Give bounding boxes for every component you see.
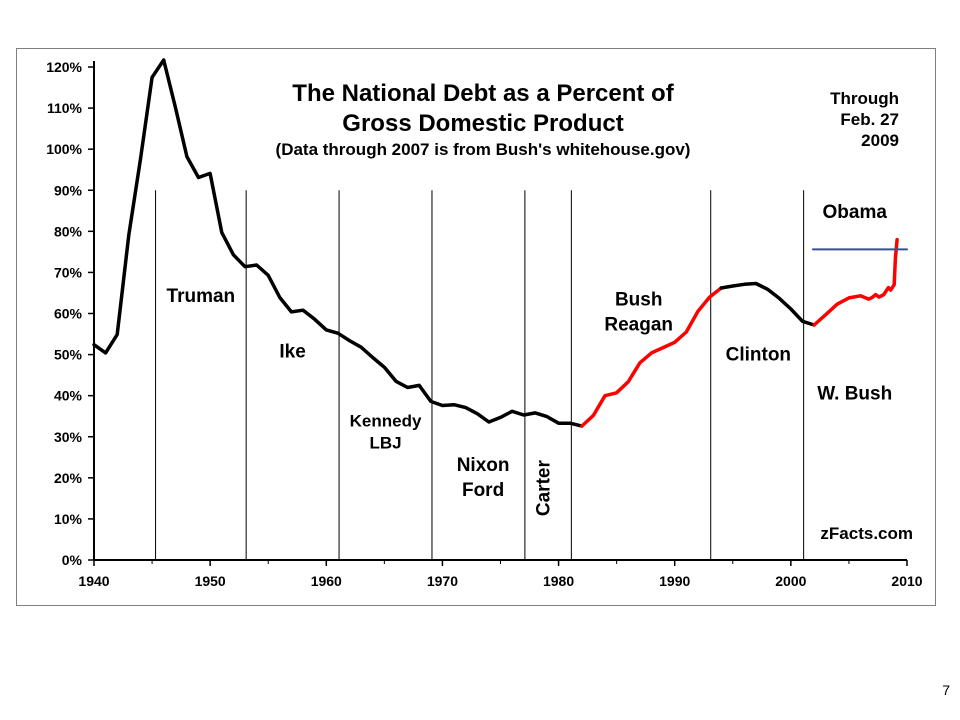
x-tick-label: 1960	[311, 573, 342, 589]
x-tick-label: 1990	[659, 573, 690, 589]
debt-series-line	[92, 58, 584, 428]
era-label: Clinton	[726, 344, 791, 365]
through-note: Feb. 27	[840, 110, 899, 129]
credit-label: zFacts.com	[820, 524, 913, 543]
x-tick-label: 2010	[891, 573, 922, 589]
era-label: Obama	[823, 202, 888, 223]
y-tick-label: 20%	[54, 470, 83, 486]
chart-frame: 0% 10% 20% 30% 40% 50% 60% 70% 80% 90% 100% 110% 120…	[16, 48, 936, 606]
x-tick-label: 1980	[543, 573, 574, 589]
y-tick-label: 100%	[46, 141, 82, 157]
era-label: Bush	[615, 289, 663, 310]
y-tick-label: 50%	[54, 347, 83, 363]
y-tick-label: 90%	[54, 182, 83, 198]
through-note: Through	[830, 89, 899, 108]
y-tick-label: 70%	[54, 264, 83, 280]
era-label: Ike	[279, 341, 305, 362]
debt-series-line	[812, 237, 899, 327]
chart-title: The National Debt as a Percent of	[292, 80, 674, 107]
era-label: Reagan	[604, 314, 673, 335]
y-tick-label: 110%	[47, 100, 83, 116]
debt-series-line	[580, 286, 723, 428]
x-tick-label: 1950	[195, 573, 226, 589]
chart-subtitle: (Data through 2007 is from Bush's whiteh…	[276, 140, 691, 159]
y-tick-label: 120%	[46, 59, 82, 75]
through-note: 2009	[861, 131, 899, 150]
x-tick-label: 1970	[427, 573, 458, 589]
era-label: W. Bush	[817, 383, 892, 404]
slide-number: 7	[942, 682, 950, 698]
era-label: Nixon	[457, 455, 510, 476]
debt-series-line	[719, 281, 816, 327]
y-tick-label: 80%	[54, 223, 83, 239]
era-label: LBJ	[369, 433, 401, 452]
y-tick-label: 30%	[54, 429, 83, 445]
y-tick-label: 60%	[54, 306, 83, 322]
debt-chart: 0% 10% 20% 30% 40% 50% 60% 70% 80% 90% 100% 110% 120…	[46, 58, 923, 589]
era-label: Kennedy	[350, 411, 422, 430]
x-tick-label: 1940	[78, 573, 109, 589]
y-tick-label: 10%	[54, 511, 83, 527]
x-tick-label: 2000	[775, 573, 806, 589]
y-tick-label: 0%	[62, 552, 83, 568]
era-label: Ford	[462, 480, 504, 501]
era-label: Truman	[167, 286, 236, 307]
y-tick-label: 40%	[54, 388, 83, 404]
era-label-vertical: Carter	[533, 460, 554, 517]
chart-title: Gross Domestic Product	[342, 110, 623, 137]
